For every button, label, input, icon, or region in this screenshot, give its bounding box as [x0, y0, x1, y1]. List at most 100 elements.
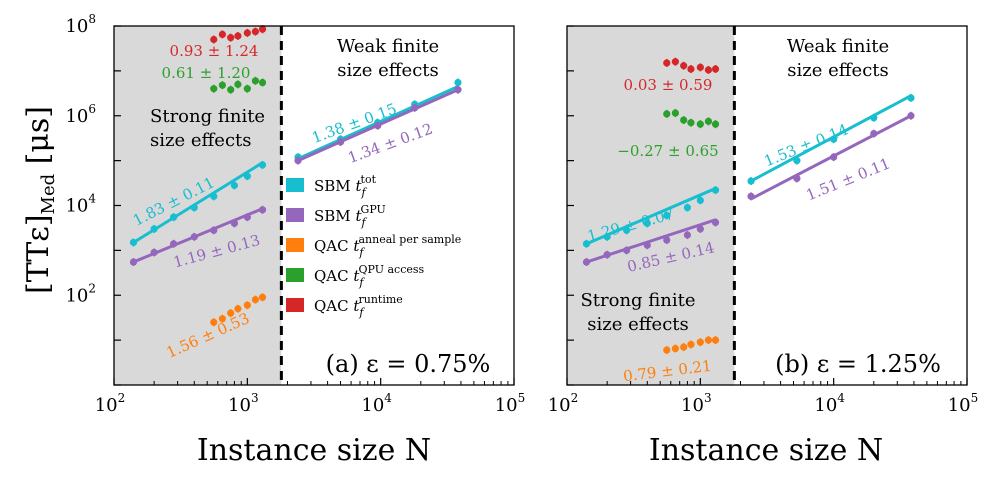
x-tick-label: 104 — [361, 391, 392, 416]
point-sbm_gpu — [582, 258, 591, 266]
point-qac_runtime — [704, 66, 713, 74]
point-sbm_gpu — [643, 241, 651, 249]
point-sbm_gpu — [336, 138, 345, 146]
point-sbm_gpu — [907, 112, 915, 120]
point-sbm_tot — [210, 192, 218, 200]
point-sbm_tot — [711, 186, 720, 194]
panel-a-label: (a) ε = 0.75% — [326, 350, 491, 378]
point-qac_anneal — [258, 293, 267, 301]
point-sbm_gpu — [230, 219, 239, 227]
y-axis-label: [TTε]Med [μs] — [21, 106, 59, 294]
panel-a-strong-region — [114, 26, 282, 385]
panel-b-label: (b) ε = 1.25% — [775, 350, 941, 378]
point-sbm_tot — [603, 233, 611, 241]
legend-swatch-sbm_gpu — [286, 208, 304, 222]
panel-a-x-axis-label: Instance size N — [197, 433, 431, 468]
legend-swatch-qac_runtime — [286, 298, 304, 312]
y-axis-label-main: [TTε] — [21, 214, 56, 294]
point-qac_anneal — [671, 344, 679, 353]
x-tick-label: 102 — [548, 391, 579, 416]
legend-label-sbm_gpu: SBM tfGPU — [314, 203, 386, 229]
point-qac_runtime — [258, 25, 267, 33]
panel-a-weak-line1: Weak finite — [337, 36, 439, 57]
y-tick-label: 106 — [65, 102, 96, 127]
point-sbm_gpu — [870, 130, 878, 138]
panel-a-strong-line2: size effects — [150, 130, 252, 151]
point-qac_runtime — [680, 62, 688, 70]
point-qac_qpu — [234, 80, 242, 88]
legend-swatch-qac_qpu — [286, 268, 304, 282]
y-tick-label: 102 — [65, 281, 96, 306]
point-sbm_tot — [258, 161, 267, 169]
point-sbm_gpu — [830, 153, 838, 161]
point-qac_qpu — [696, 120, 704, 128]
y-axis-label-sub: Med — [38, 174, 59, 215]
panel-b-x-axis-label: Instance size N — [649, 433, 883, 468]
point-sbm_tot — [582, 240, 591, 248]
point-qac_anneal — [711, 336, 720, 344]
point-sbm_gpu — [623, 246, 631, 254]
point-qac_runtime — [671, 58, 679, 66]
x-tick-label: 103 — [681, 391, 712, 416]
point-sbm_gpu — [258, 206, 267, 214]
panel-a-weak-line2: size effects — [337, 60, 439, 81]
panel-a-annot-qpu: 0.61 ± 1.20 — [162, 64, 251, 82]
panel-b-strong-line1: Strong finite — [580, 290, 695, 311]
panel-b-annot-sbm-gpu-weak: 1.51 ± 0.11 — [804, 154, 893, 204]
point-sbm_gpu — [190, 233, 198, 241]
point-sbm_gpu — [129, 258, 138, 266]
legend-swatch-sbm_tot — [286, 178, 304, 192]
point-sbm_tot — [129, 238, 138, 247]
point-sbm_gpu — [696, 225, 704, 233]
point-qac_qpu — [680, 116, 688, 124]
point-sbm_tot — [870, 114, 878, 122]
point-qac_anneal — [251, 295, 260, 304]
panel-b-strong-region — [567, 26, 735, 385]
y-axis-label-unit: [μs] — [21, 106, 56, 164]
point-qac_anneal — [218, 315, 226, 323]
x-tick-label: 103 — [228, 391, 259, 416]
point-qac_runtime — [243, 29, 251, 37]
point-qac_anneal — [663, 346, 671, 354]
point-qac_anneal — [680, 343, 688, 351]
point-sbm_tot — [907, 94, 915, 102]
point-sbm_tot — [230, 181, 239, 190]
panel-a-annot-runtime: 0.93 ± 1.24 — [170, 42, 259, 60]
point-sbm_tot — [623, 226, 631, 234]
point-sbm_gpu — [793, 174, 801, 183]
point-qac_runtime — [696, 63, 704, 71]
point-qac_qpu — [210, 85, 218, 93]
point-qac_runtime — [234, 32, 242, 40]
legend-label-qac_anneal: QAC tfanneal per sample — [314, 233, 461, 259]
y-tick-label: 108 — [65, 12, 96, 37]
legend-swatch-qac_anneal — [286, 238, 304, 252]
point-sbm_gpu — [663, 236, 671, 244]
point-sbm_tot — [683, 203, 692, 212]
point-qac_anneal — [210, 318, 218, 326]
point-sbm_tot — [170, 213, 178, 221]
point-qac_qpu — [704, 117, 713, 125]
point-sbm_tot — [663, 211, 671, 220]
point-sbm_tot — [793, 157, 801, 165]
point-qac_qpu — [258, 78, 267, 87]
point-qac_anneal — [696, 338, 704, 346]
x-tick-label: 102 — [95, 391, 126, 416]
point-sbm_gpu — [243, 213, 251, 221]
point-qac_anneal — [234, 305, 242, 313]
point-qac_anneal — [243, 301, 251, 309]
panel-b-weak-line2: size effects — [787, 60, 889, 81]
point-sbm_gpu — [411, 104, 419, 112]
point-qac_runtime — [210, 35, 218, 44]
panel-a-strong-line1: Strong finite — [150, 106, 265, 127]
point-qac_runtime — [687, 65, 695, 73]
svg-text:[TTε]Med [μs]: [TTε]Med [μs] — [21, 106, 59, 294]
panel-b: 102 103 104 105 Weak finite size effects St… — [548, 25, 979, 416]
point-sbm_gpu — [711, 218, 720, 227]
point-sbm_tot — [243, 172, 251, 180]
point-qac_anneal — [227, 309, 235, 317]
point-sbm_tot — [830, 135, 838, 143]
point-sbm_tot — [454, 78, 462, 87]
x-tick-label: 105 — [948, 391, 979, 416]
point-sbm_gpu — [150, 248, 158, 257]
